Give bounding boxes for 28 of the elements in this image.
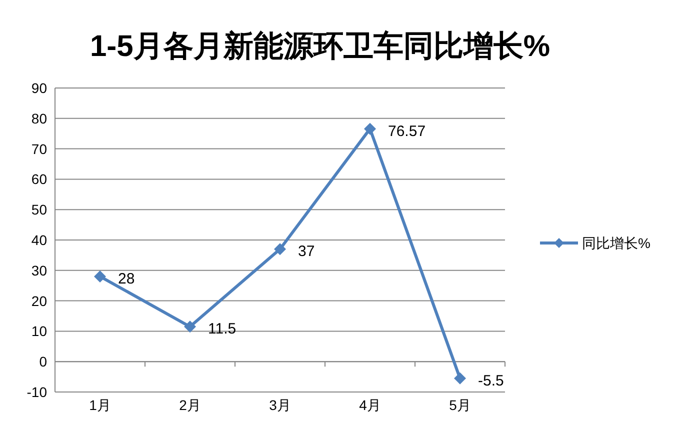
y-tick-label: 50 xyxy=(31,202,48,218)
x-tick-label: 1月 xyxy=(89,397,111,413)
chart-title: 1-5月各月新能源环卫车同比增长% xyxy=(90,29,550,63)
data-label: 76.57 xyxy=(388,122,426,140)
x-tick-label: 4月 xyxy=(359,397,381,413)
legend-label: 同比增长% xyxy=(582,235,650,251)
x-tick-label: 3月 xyxy=(269,397,291,413)
point xyxy=(454,372,466,384)
point xyxy=(364,122,376,135)
y-tick-label: 0 xyxy=(39,354,48,370)
y-tick-label: 70 xyxy=(31,140,48,157)
data-label: -5.5 xyxy=(478,372,504,390)
x-tick-label: 5月 xyxy=(449,397,471,413)
point xyxy=(184,320,196,333)
data-label: 37 xyxy=(298,243,315,260)
y-tick-label: 40 xyxy=(31,232,48,248)
data-label: 11.5 xyxy=(208,320,236,338)
data-label: 28 xyxy=(118,270,135,288)
y-tick-label: 60 xyxy=(31,171,48,188)
x-tick-label: 2月 xyxy=(179,397,201,413)
y-tick-label: -10 xyxy=(26,384,48,400)
y-tick-label: 80 xyxy=(31,110,48,126)
y-tick-label: 90 xyxy=(31,80,48,96)
y-tick-label: 20 xyxy=(31,292,48,309)
y-tick-label: 30 xyxy=(31,262,48,278)
point xyxy=(274,243,286,256)
point xyxy=(94,270,106,282)
y-tick-label: 10 xyxy=(31,323,48,340)
